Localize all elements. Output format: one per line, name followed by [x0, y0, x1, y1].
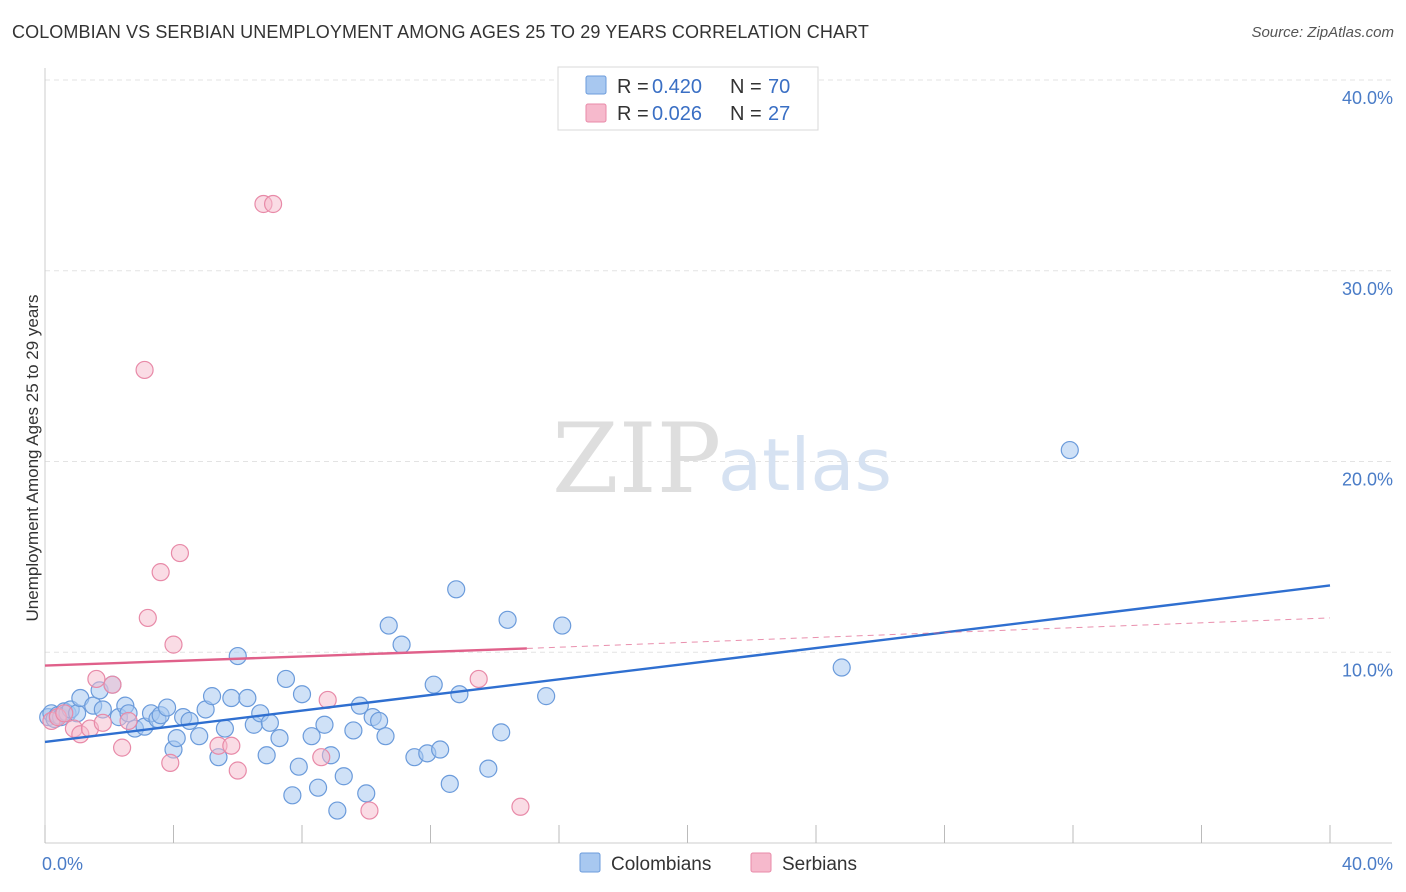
legend-r-value-serbians: 0.026: [652, 103, 702, 125]
legend-n-value-colombians: 70: [768, 76, 790, 98]
colombians-point: [276, 669, 296, 689]
colombians-point: [228, 646, 247, 666]
serbians-point: [119, 711, 138, 731]
colombians-point: [832, 658, 851, 677]
serbians-points: [42, 194, 530, 820]
colombians-point: [328, 801, 347, 820]
serbians-point: [55, 704, 74, 723]
colombians-point: [334, 767, 353, 786]
colombians-point: [292, 685, 312, 704]
colombians-point: [498, 610, 517, 629]
colombians-point: [302, 727, 321, 746]
colombians-point: [190, 727, 209, 746]
colombians-point: [479, 759, 498, 778]
serbians-trend-extension: [526, 617, 1331, 649]
serbians-point: [151, 563, 170, 582]
colombians-point: [167, 728, 186, 748]
bottom-legend-serbians: Serbians: [782, 854, 857, 875]
legend-n-label: N =: [730, 103, 762, 125]
legend-swatch-colombians: [585, 75, 607, 95]
serbians-point: [103, 675, 122, 694]
serbians-point: [93, 713, 112, 732]
serbians-point: [161, 753, 180, 772]
source-credit: Source: ZipAtlas.com: [1251, 24, 1394, 41]
colombians-point: [1060, 440, 1079, 460]
x-tick-label: 40.0%: [1342, 854, 1393, 874]
legend-r-value-colombians: 0.420: [652, 76, 702, 98]
bottom-legend-swatch-colombians: [579, 852, 601, 873]
colombians-point: [238, 688, 257, 708]
serbians-point: [360, 801, 379, 820]
colombians-point: [431, 740, 450, 759]
chart-title: COLOMBIAN VS SERBIAN UNEMPLOYMENT AMONG …: [12, 22, 869, 42]
series-legend: Colombians Serbians: [579, 852, 857, 875]
y-tick-label: 20.0%: [1342, 470, 1393, 490]
colombians-point: [283, 786, 302, 805]
y-tick-labels: 10.0% 20.0% 30.0% 40.0%: [1342, 88, 1393, 680]
x-tick-label: 0.0%: [42, 854, 83, 874]
legend-r-label: R =: [617, 76, 649, 98]
bottom-legend-colombians: Colombians: [611, 854, 711, 875]
colombians-point: [440, 774, 459, 793]
colombians-point: [308, 778, 328, 797]
colombians-point: [260, 713, 279, 732]
colombians-point: [392, 635, 411, 654]
colombians-point: [553, 616, 572, 635]
colombians-point: [202, 687, 222, 706]
colombians-point: [376, 727, 395, 746]
serbians-point: [263, 194, 283, 214]
x-tick-labels: 0.0% 40.0%: [42, 854, 1393, 874]
colombians-point: [424, 675, 443, 694]
bottom-legend-swatch-serbians: [750, 852, 772, 873]
watermark-zip: ZIP: [552, 403, 721, 515]
legend-n-label: N =: [730, 76, 762, 98]
legend-r-label: R =: [617, 103, 649, 125]
colombians-point: [315, 715, 334, 734]
colombians-point: [270, 728, 289, 748]
colombians-point: [215, 719, 234, 738]
serbians-point: [170, 543, 190, 563]
serbians-point: [511, 797, 530, 816]
serbians-point: [469, 669, 488, 689]
colombians-point: [447, 580, 466, 599]
colombians-point: [370, 711, 389, 731]
serbians-point: [222, 736, 241, 755]
legend-n-value-serbians: 27: [768, 103, 790, 125]
colombians-point: [450, 685, 469, 704]
watermark-atlas: atlas: [718, 423, 892, 507]
serbians-point: [135, 360, 154, 380]
serbians-point: [312, 748, 331, 767]
serbians-point: [164, 635, 183, 654]
serbians-point: [112, 738, 132, 757]
colombians-point: [180, 711, 199, 731]
colombians-point: [537, 687, 556, 706]
watermark: ZIP atlas: [552, 403, 892, 515]
y-axis-label: Unemployment Among Ages 25 to 29 years: [23, 295, 42, 622]
colombians-point: [379, 616, 398, 635]
colombians-point: [289, 757, 308, 776]
serbians-point: [87, 669, 106, 689]
serbians-point: [228, 761, 247, 780]
colombians-point: [257, 746, 276, 765]
colombians-point: [357, 784, 376, 803]
colombians-point: [157, 698, 177, 717]
serbians-point: [138, 608, 157, 628]
correlation-legend: R = 0.420 N = 70 R = 0.026 N = 27: [557, 66, 819, 131]
colombians-point: [492, 723, 511, 742]
legend-swatch-serbians: [585, 103, 607, 123]
y-tick-label: 10.0%: [1342, 660, 1393, 680]
y-tick-label: 30.0%: [1342, 279, 1393, 299]
y-tick-label: 40.0%: [1342, 88, 1393, 108]
grid-lines: [45, 79, 1392, 653]
trend-lines: [44, 584, 1331, 744]
colombians-point: [344, 721, 363, 740]
colombians-trend-line: [44, 584, 1331, 744]
colombians-point: [222, 688, 241, 708]
serbians-trend-line: [44, 647, 527, 667]
